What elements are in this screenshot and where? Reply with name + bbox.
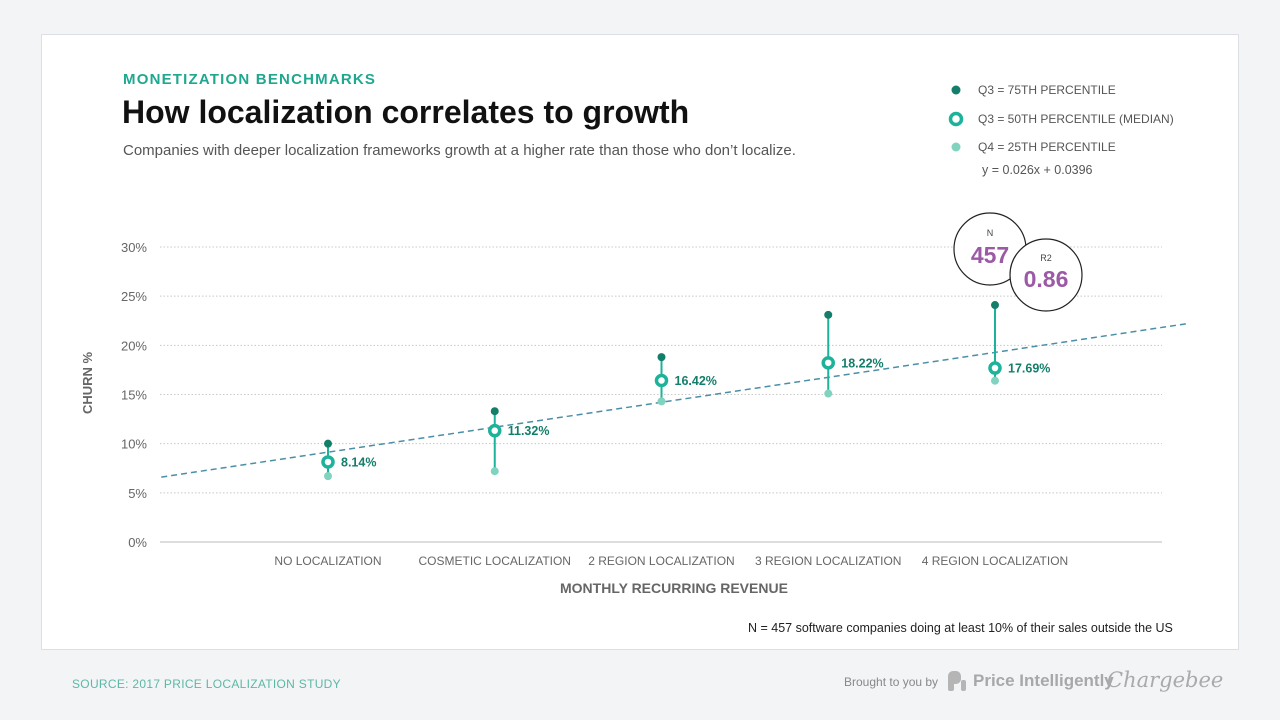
chart-title: How localization correlates to growth — [122, 94, 690, 130]
n-value: 457 — [971, 242, 1009, 268]
brought-by: Brought to you by — [844, 675, 939, 689]
legend-label: Q3 = 75TH PERCENTILE — [978, 83, 1116, 98]
r2-value: 0.86 — [1024, 266, 1069, 292]
n-label: N — [987, 228, 994, 238]
r2-badge — [1009, 238, 1083, 312]
q25-point — [657, 397, 666, 406]
legend-item-q25: Q4 = 25TH PERCENTILE — [948, 133, 1174, 162]
q75-point — [657, 353, 666, 362]
q25-point — [490, 467, 499, 476]
x-tick-label: 2 REGION LOCALIZATION — [588, 554, 734, 568]
light-dot-icon — [951, 142, 961, 152]
x-axis-label: MONTHLY RECURRING REVENUE — [560, 580, 788, 596]
trend-line — [161, 322, 1187, 478]
y-tick-label: 30% — [121, 240, 147, 255]
median-data-label: 16.42% — [675, 374, 717, 388]
eyebrow: MONETIZATION BENCHMARKS — [123, 71, 377, 88]
y-tick-label: 20% — [121, 338, 147, 353]
y-axis-label: CHURN % — [80, 351, 95, 414]
median-point — [488, 423, 502, 438]
q75-point — [324, 439, 332, 448]
chart-card — [41, 34, 1239, 650]
median-point — [988, 361, 1002, 375]
brand-name: Price Intelligently — [973, 671, 1114, 690]
x-tick-label: 3 REGION LOCALIZATION — [755, 554, 901, 568]
q25-point — [324, 472, 332, 481]
legend-label: Q4 = 25TH PERCENTILE — [978, 140, 1116, 155]
chargebee-logo: Chargebee — [1107, 668, 1224, 692]
legend-item-q75: Q3 = 75TH PERCENTILE — [948, 76, 1174, 105]
legend-label: Q3 = 50TH PERCENTILE (MEDIAN) — [978, 111, 1174, 126]
y-tick-label: 0% — [128, 535, 147, 550]
stats-badges: N 457 R2 0.86 — [953, 212, 1083, 312]
legend: Q3 = 75TH PERCENTILE Q3 = 50TH PERCENTIL… — [948, 76, 1174, 162]
dark-dot-icon — [951, 85, 961, 95]
footnote: N = 457 software companies doing at leas… — [748, 621, 1173, 635]
pi-logo-icon — [948, 671, 966, 691]
median-data-label: 11.32% — [508, 424, 550, 438]
r2-label: R2 — [1040, 253, 1052, 263]
q25-point — [824, 389, 833, 398]
median-data-label: 18.22% — [841, 356, 883, 370]
q75-point — [824, 310, 833, 319]
q25-point — [991, 376, 999, 385]
x-tick-label: 4 REGION LOCALIZATION — [922, 554, 1068, 568]
q75-point — [490, 407, 499, 416]
median-data-label: 17.69% — [1008, 362, 1050, 376]
median-data-label: 8.14% — [341, 455, 376, 469]
chart-subtitle: Companies with deeper localization frame… — [123, 142, 796, 159]
y-tick-label: 25% — [121, 289, 147, 304]
legend-item-median: Q3 = 50TH PERCENTILE (MEDIAN) — [948, 105, 1174, 134]
y-tick-label: 10% — [121, 437, 147, 452]
y-tick-label: 5% — [128, 486, 147, 501]
ring-icon — [948, 111, 964, 126]
q75-point — [991, 301, 999, 310]
source: SOURCE: 2017 PRICE LOCALIZATION STUDY — [72, 677, 341, 691]
price-intelligently-logo: Price Intelligently — [947, 670, 1114, 692]
x-tick-label: COSMETIC LOCALIZATION — [419, 554, 571, 568]
trend-equation: y = 0.026x + 0.0396 — [982, 163, 1093, 177]
x-tick-label: NO LOCALIZATION — [274, 554, 381, 568]
median-point — [821, 356, 835, 370]
median-point — [321, 455, 335, 469]
median-point — [654, 373, 669, 388]
y-tick-label: 15% — [121, 388, 147, 403]
